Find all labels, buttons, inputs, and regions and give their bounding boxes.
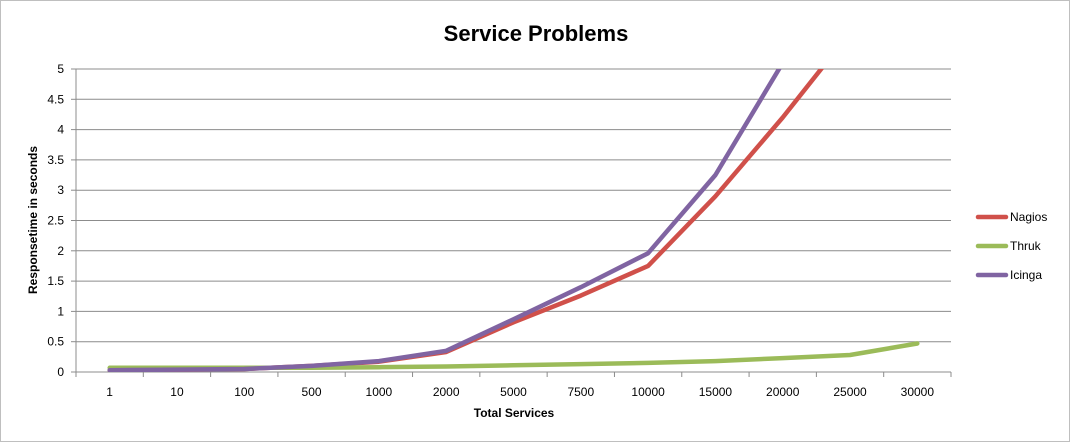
x-tick-label: 5000 [500,385,527,399]
y-tick-label: 4.5 [47,92,64,106]
series-line-icinga [107,69,782,372]
series-line-nagios [107,69,825,372]
x-tick-label: 30000 [901,385,935,399]
x-axis-title: Total Services [474,406,555,420]
chart-title: Service Problems [444,21,629,46]
x-tick-label: 1 [106,385,113,399]
series-line-thruk [107,341,920,371]
y-tick-label: 2.5 [47,214,64,228]
y-tick-label: 1 [57,304,64,318]
legend-label-nagios: Nagios [1010,210,1047,224]
y-tick-label: 1.5 [47,274,64,288]
y-tick-label: 4 [57,123,64,137]
y-tick-label: 2 [57,244,64,258]
series-lines [107,69,920,372]
legend-label-thruk: Thruk [1010,239,1042,253]
x-tick-label: 20000 [766,385,800,399]
x-tick-label: 1000 [366,385,393,399]
axes [71,68,952,377]
x-tick-label: 10000 [631,385,665,399]
legend-label-icinga: Icinga [1010,268,1042,282]
x-tick-label: 10 [170,385,184,399]
x-tick-label: 25000 [833,385,867,399]
gridlines [76,68,951,343]
y-tick-label: 3 [57,183,64,197]
x-axis-tick-labels: 1 10 100 500 1000 2000 5000 7500 10000 15000 20000… [106,385,934,399]
legend: Nagios Thruk Icinga [975,210,1047,282]
y-tick-label: 0.5 [47,335,64,349]
y-axis-tick-labels: 0 0.5 1 1.5 2 2.5 3 3.5 4 4.5 5 [47,62,64,379]
x-tick-label: 7500 [567,385,594,399]
x-tick-label: 100 [234,385,254,399]
x-tick-label: 15000 [699,385,733,399]
y-tick-label: 0 [57,365,64,379]
y-tick-label: 3.5 [47,153,64,167]
y-axis-title: Responsetime in seconds [26,146,40,294]
x-tick-label: 500 [302,385,322,399]
y-tick-label: 5 [57,62,64,76]
x-tick-label: 2000 [433,385,460,399]
